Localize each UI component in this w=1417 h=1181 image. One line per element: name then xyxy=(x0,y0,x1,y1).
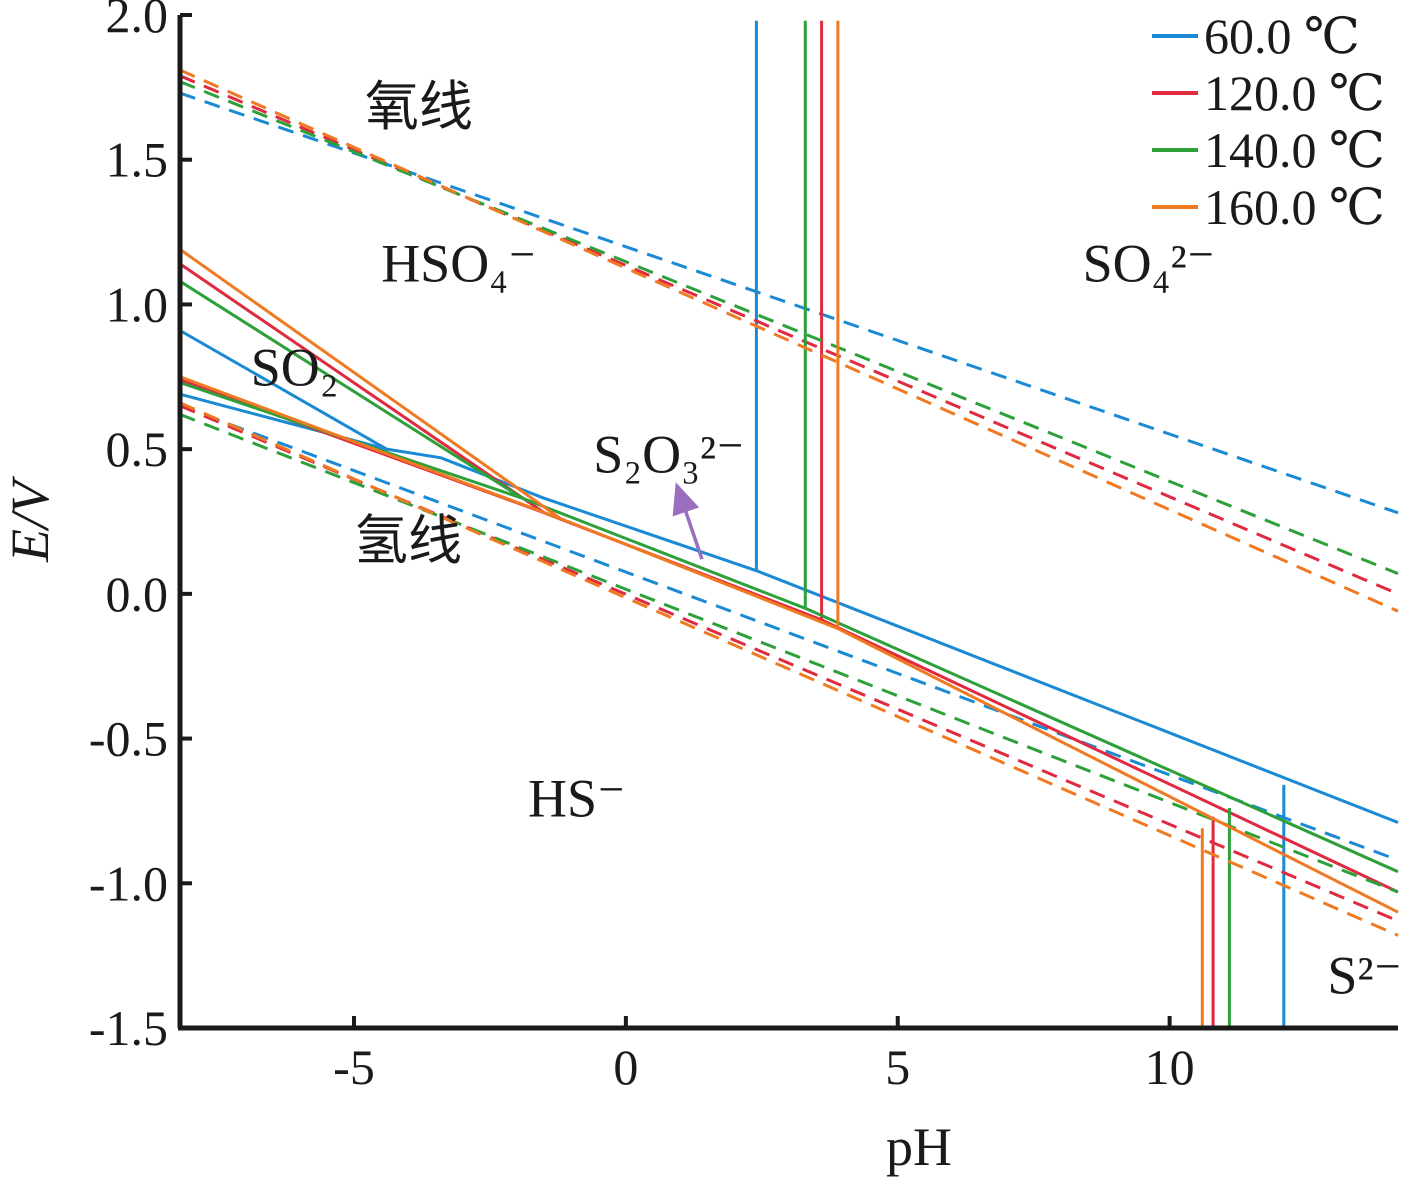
boundary-line-1600c-2 xyxy=(560,517,839,630)
region-label: S₂O₃²⁻ xyxy=(593,424,744,484)
boundary-line-1200c-0 xyxy=(180,262,546,515)
y-tick-label: -1.5 xyxy=(89,1000,168,1056)
plot-lines xyxy=(180,20,1399,1028)
hydrogen-line-1200c xyxy=(180,404,1399,923)
y-tick-label: -0.5 xyxy=(89,711,168,767)
annotation-arrow xyxy=(672,482,704,560)
y-tick-label: 1.0 xyxy=(106,276,169,332)
boundary-line-1400c-0 xyxy=(180,280,524,500)
region-label: S²⁻ xyxy=(1327,945,1402,1005)
legend-label: 160.0 ℃ xyxy=(1204,179,1385,235)
boundary-line-1200c-3 xyxy=(820,618,1399,894)
y-tick-label: 2.0 xyxy=(106,0,169,43)
legend-label: 120.0 ℃ xyxy=(1204,65,1385,121)
x-tick-label: 10 xyxy=(1145,1039,1195,1095)
hydrogen-line-1400c xyxy=(180,413,1399,894)
region-label: HS⁻ xyxy=(528,769,626,829)
y-axis-title: E/V xyxy=(0,475,60,563)
y-tick-label: -1.0 xyxy=(89,855,168,911)
x-tick-label: -5 xyxy=(333,1039,375,1095)
boundary-line-1600c-1 xyxy=(180,375,562,521)
region-label: SO₄²⁻ xyxy=(1083,233,1216,293)
boundary-line-1600c-0 xyxy=(180,248,562,520)
oxygen-line-1400c xyxy=(180,80,1399,575)
y-tick-label: 0.5 xyxy=(106,421,169,477)
legend-label: 140.0 ℃ xyxy=(1204,122,1385,178)
boundary-line-1600c-3 xyxy=(837,627,1399,914)
hydrogen-line-1600c xyxy=(180,401,1399,937)
oxygen-line-1600c xyxy=(180,68,1399,613)
region-label: HSO₄⁻ xyxy=(381,233,536,293)
boundary-line-1400c-2 xyxy=(522,496,806,610)
boundary-line-600c-0 xyxy=(180,329,757,573)
boundary-line-1400c-3 xyxy=(804,606,1399,874)
legend-label: 60.0 ℃ xyxy=(1204,8,1360,64)
y-tick-label: 1.5 xyxy=(106,132,169,188)
x-tick-label: 5 xyxy=(885,1039,910,1095)
region-label: SO₂ xyxy=(251,337,339,397)
x-axis-title: pH xyxy=(886,1117,952,1177)
x-tick-label: 0 xyxy=(613,1039,638,1095)
region-label: 氢线 xyxy=(354,511,462,571)
hydrogen-line-600c xyxy=(180,404,1399,862)
region-label: 氧线 xyxy=(365,77,473,137)
y-tick-label: 0.0 xyxy=(106,566,169,622)
boundary-line-600c-2 xyxy=(755,569,1399,824)
